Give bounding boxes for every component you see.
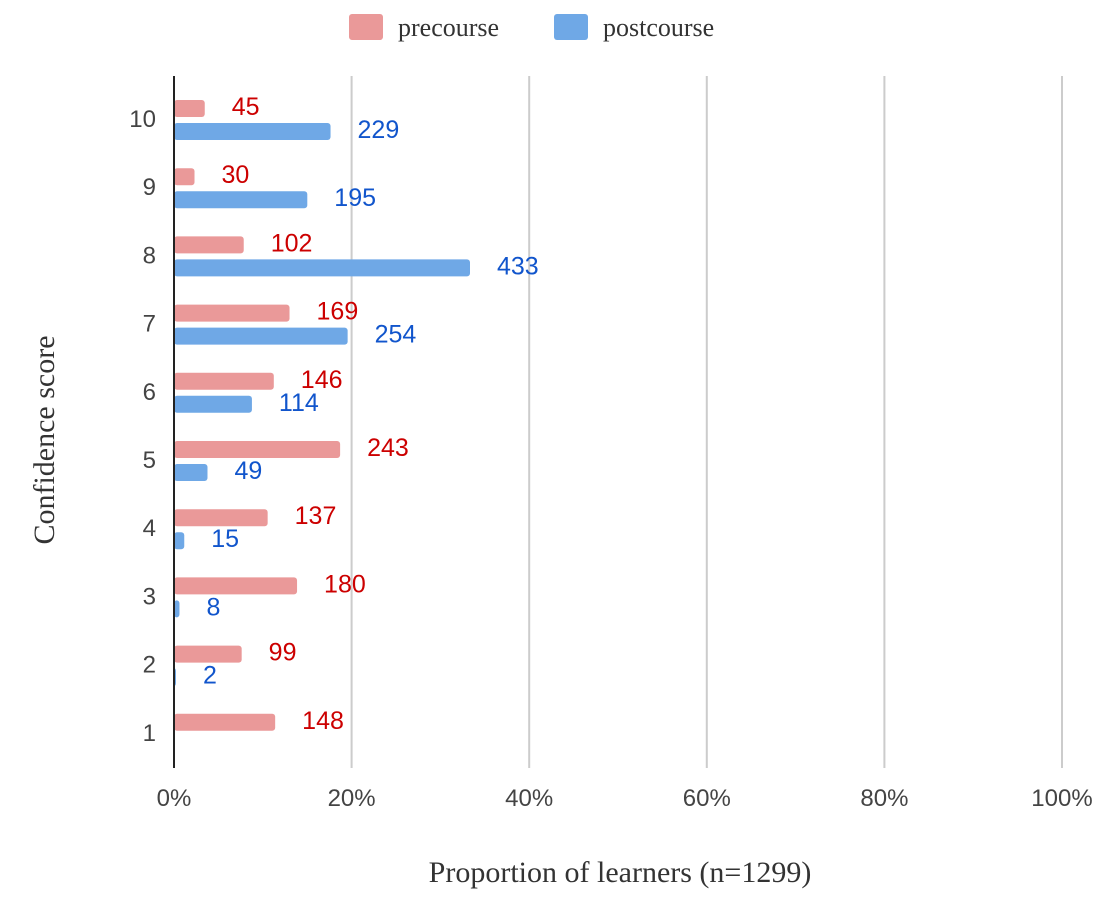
- data-label-precourse-9: 30: [222, 161, 250, 189]
- data-label-postcourse-9: 195: [334, 184, 376, 212]
- bar-precourse-1: [174, 713, 276, 731]
- bar-precourse-6: [174, 372, 274, 390]
- legend-label-precourse: precourse: [398, 13, 499, 42]
- bar-precourse-3: [174, 577, 298, 595]
- legend-label-postcourse: postcourse: [603, 13, 714, 42]
- y-tick-label: 2: [143, 652, 156, 679]
- bars: [174, 100, 470, 731]
- data-label-precourse-1: 148: [302, 707, 344, 735]
- y-tick-label: 3: [143, 583, 156, 610]
- bar-precourse-2: [174, 645, 242, 663]
- x-tick-label: 40%: [505, 785, 553, 812]
- data-label-postcourse-3: 8: [206, 593, 220, 621]
- x-tick-label: 60%: [683, 785, 731, 812]
- data-label-postcourse-6: 114: [279, 389, 319, 417]
- bar-precourse-9: [174, 168, 195, 186]
- data-label-precourse-2: 99: [269, 639, 297, 667]
- y-tick-label: 9: [143, 174, 156, 201]
- data-label-precourse-3: 180: [324, 570, 366, 598]
- bar-postcourse-8: [174, 259, 470, 277]
- data-label-postcourse-5: 49: [234, 457, 262, 485]
- bar-precourse-8: [174, 236, 244, 254]
- data-label-precourse-7: 169: [317, 298, 359, 326]
- y-tick-label: 10: [129, 106, 156, 133]
- legend-swatch-postcourse: [554, 14, 588, 40]
- data-label-postcourse-4: 15: [211, 525, 239, 553]
- legend: precourse postcourse: [349, 13, 714, 42]
- y-tick-label: 7: [143, 311, 156, 338]
- y-tick-label: 5: [143, 447, 156, 474]
- y-axis-title: Confidence score: [28, 335, 61, 544]
- x-tick-label: 100%: [1031, 785, 1092, 812]
- legend-swatch-precourse: [349, 14, 383, 40]
- bar-postcourse-7: [174, 327, 348, 345]
- data-label-precourse-8: 102: [271, 229, 313, 257]
- bar-precourse-7: [174, 304, 290, 322]
- bar-postcourse-9: [174, 191, 308, 209]
- data-label-postcourse-8: 433: [497, 252, 539, 280]
- data-label-precourse-10: 45: [232, 93, 260, 121]
- x-tick-label: 80%: [860, 785, 908, 812]
- bar-precourse-10: [174, 100, 205, 117]
- y-tick-label: 4: [143, 515, 156, 542]
- x-tick-label: 20%: [328, 785, 376, 812]
- bar-postcourse-4: [174, 532, 185, 550]
- bar-precourse-5: [174, 441, 341, 458]
- x-axis-title: Proportion of learners (n=1299): [429, 856, 812, 889]
- data-label-precourse-4: 137: [295, 502, 337, 530]
- bar-precourse-4: [174, 509, 268, 527]
- bar-postcourse-6: [174, 395, 252, 413]
- y-tick-label: 1: [143, 720, 156, 747]
- y-tick-label: 8: [143, 242, 156, 269]
- data-label-postcourse-7: 254: [375, 321, 417, 349]
- bar-postcourse-10: [174, 123, 331, 140]
- y-tick-label: 6: [143, 379, 156, 406]
- data-label-postcourse-2: 2: [203, 662, 217, 690]
- bar-postcourse-5: [174, 464, 208, 481]
- data-label-precourse-6: 146: [301, 366, 343, 394]
- gridlines: [350, 76, 1063, 768]
- bar-postcourse-3: [174, 600, 180, 618]
- data-label-postcourse-10: 229: [358, 116, 400, 144]
- x-tick-label: 0%: [157, 785, 192, 812]
- data-label-precourse-5: 243: [367, 434, 409, 462]
- tick-labels: 0% 20% 40% 60% 80% 100% 10 9 8 7 6 5 4 3 2 1: [129, 106, 1092, 812]
